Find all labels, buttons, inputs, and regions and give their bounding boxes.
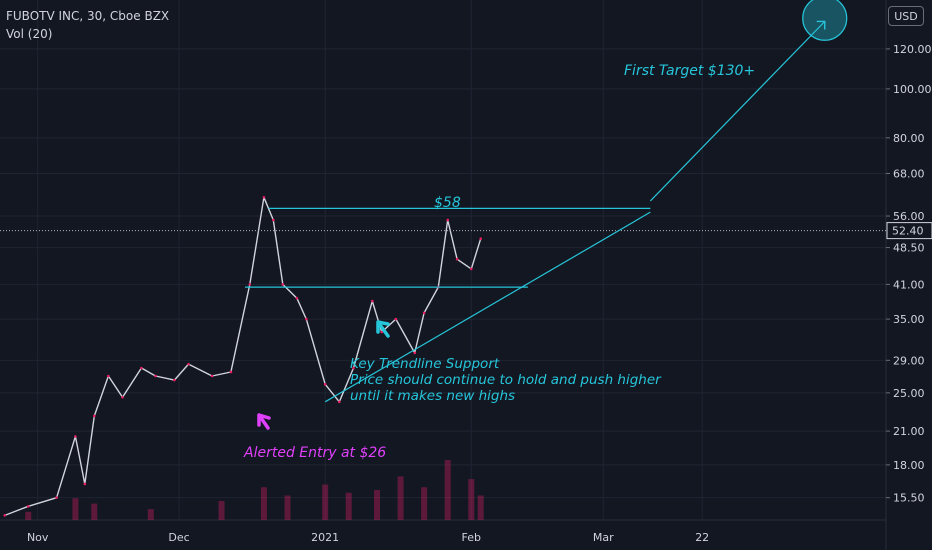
y-tick-label: 15.50 bbox=[893, 492, 925, 505]
price-point bbox=[154, 374, 157, 378]
price-point bbox=[469, 267, 473, 271]
price-point bbox=[305, 317, 308, 321]
volume-bar bbox=[91, 503, 98, 520]
price-point bbox=[413, 351, 417, 355]
price-point bbox=[338, 400, 341, 404]
price-point bbox=[455, 257, 459, 261]
symbol-line: FUBOTV INC, 30, Cboe BZX bbox=[6, 9, 170, 23]
last-price-box bbox=[886, 222, 932, 240]
y-tick-label: 35.00 bbox=[893, 313, 925, 326]
volume-bar bbox=[421, 487, 428, 520]
price-point bbox=[422, 311, 426, 315]
price-point bbox=[140, 366, 143, 370]
x-tick-label: Dec bbox=[168, 531, 189, 544]
trendline-notes: Key Trendline Support Price should conti… bbox=[350, 356, 661, 404]
y-tick-label: 100.00 bbox=[893, 83, 932, 96]
volume-bar bbox=[374, 490, 381, 520]
volume-bar bbox=[468, 479, 475, 520]
y-tick-label: 21.00 bbox=[893, 425, 925, 438]
price-point bbox=[380, 330, 384, 334]
chart-legend: FUBOTV INC, 30, Cboe BZX Vol (20) bbox=[6, 7, 169, 43]
volume-bar bbox=[397, 476, 404, 520]
volume-bar bbox=[147, 509, 154, 520]
price-point bbox=[394, 317, 398, 321]
price-point bbox=[74, 435, 77, 438]
y-tick-label: 80.00 bbox=[893, 132, 925, 145]
volume-bar bbox=[477, 495, 484, 520]
volume-bar bbox=[218, 500, 225, 520]
volume-bar bbox=[345, 492, 352, 520]
price-point bbox=[371, 299, 374, 303]
y-tick-label: 41.00 bbox=[893, 278, 925, 291]
price-point bbox=[83, 482, 87, 486]
price-point bbox=[173, 378, 176, 382]
price-point bbox=[210, 374, 214, 378]
x-tick-label: Mar bbox=[593, 531, 614, 544]
volume-bar bbox=[444, 460, 451, 520]
y-tick-label: 48.50 bbox=[893, 242, 925, 255]
price-point bbox=[272, 218, 275, 222]
level-58-annotation: $58 bbox=[434, 195, 461, 211]
volume-bar bbox=[25, 511, 32, 520]
trendline bbox=[649, 21, 826, 202]
x-tick-label: Nov bbox=[27, 531, 49, 544]
trendline bbox=[324, 211, 651, 403]
price-point bbox=[187, 362, 190, 366]
entry-arrow-icon bbox=[257, 413, 271, 430]
price-point bbox=[323, 382, 327, 386]
trendline-line1: Price should continue to hold and push h… bbox=[350, 372, 661, 388]
price-point bbox=[92, 414, 96, 418]
price-point bbox=[107, 374, 110, 378]
target-circle bbox=[802, 0, 848, 41]
x-tick-label: 2021 bbox=[311, 531, 339, 544]
last-price-label: 52.40 bbox=[892, 225, 924, 238]
price-point bbox=[352, 366, 355, 370]
volume-bar bbox=[260, 487, 267, 520]
trendline-title: Key Trendline Support bbox=[350, 356, 500, 372]
y-tick-label: 56.00 bbox=[893, 210, 925, 223]
x-tick-label: 22 bbox=[695, 531, 709, 544]
currency-button[interactable]: USD bbox=[888, 6, 924, 26]
support-arrow-icon bbox=[376, 320, 390, 338]
price-point bbox=[262, 195, 266, 199]
price-point bbox=[229, 370, 233, 374]
y-tick-label: 25.00 bbox=[893, 387, 925, 400]
volume-line: Vol (20) bbox=[6, 27, 53, 41]
price-point bbox=[295, 296, 299, 300]
price-point bbox=[121, 395, 124, 399]
price-point bbox=[26, 505, 30, 508]
price-point bbox=[248, 283, 252, 286]
y-tick-label: 29.00 bbox=[893, 354, 925, 367]
x-tick-label: Feb bbox=[462, 531, 481, 544]
entry-annotation: Alerted Entry at $26 bbox=[244, 445, 387, 461]
price-point bbox=[446, 218, 450, 222]
price-point bbox=[281, 283, 285, 286]
price-point bbox=[55, 496, 58, 499]
y-tick-label: 120.00 bbox=[893, 43, 932, 56]
price-point bbox=[3, 514, 7, 517]
price-point bbox=[479, 237, 483, 241]
volume-bar bbox=[322, 484, 329, 520]
volume-bar bbox=[72, 498, 79, 520]
y-tick-label: 18.00 bbox=[893, 459, 925, 472]
target-arrowhead bbox=[816, 20, 826, 30]
trendline-line2: until it makes new highs bbox=[350, 388, 516, 404]
volume-bar bbox=[284, 495, 291, 520]
first-target-annotation: First Target $130+ bbox=[624, 63, 756, 79]
y-tick-label: 68.00 bbox=[893, 167, 925, 180]
